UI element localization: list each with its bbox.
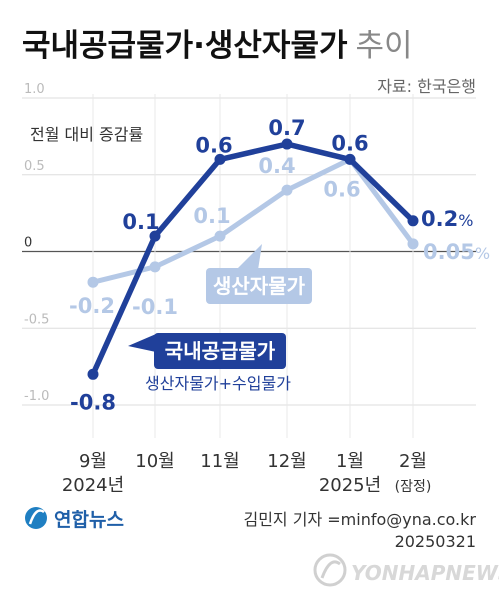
data-label-domestic: 0.6 [195,133,232,157]
yonhap-logo: 연합뉴스 [25,507,124,531]
y-tick-label: 1.0 [24,82,45,97]
point-producer [149,261,161,273]
data-label-unit: % [475,244,490,263]
chart-title-main: 국내공급물가·생산자물가 [22,28,348,64]
legend-producer-label: 생산자물가 [213,274,306,298]
series-line-domestic [90,141,416,378]
point-domestic [214,153,226,165]
point-domestic [281,138,293,150]
data-label-producer: 0.4 [258,154,295,178]
logo-icon-swoosh [28,509,45,525]
publish-date: 20250321 [395,532,476,551]
point-domestic [407,215,419,227]
legend-producer-pointer [236,244,262,270]
x-tick-label: 9월 [79,451,107,472]
reporter-credit: 김민지 기자 =minfo@yna.co.kr [243,510,476,529]
point-producer [87,276,99,288]
x-axis-labels: 9월 2024년 10월 11월 12월 1월 2025년 2월 (잠정) [62,451,432,496]
legend-domestic-pointer [128,334,156,352]
chart-title-suffix: 추이 [356,28,413,64]
y-tick-label: -1.0 [24,389,49,404]
logo-text: 연합뉴스 [54,509,124,531]
x-tick-label: 12월 [267,451,306,472]
data-labels: -0.2 -0.1 0.1 0.4 0.6 0.05% -0.8 0.1 0.6 0.7 0.6 0.… [69,116,490,414]
x-tick-year: (잠정) [395,479,432,495]
legend-domestic-box [154,333,286,369]
data-label-producer: 0.05% [423,240,490,264]
watermark-icon-swoosh [320,560,341,579]
x-tick-year: 2024년 [62,475,124,496]
legend-domestic-label: 국내공급물가 [165,339,276,363]
chart-title: 국내공급물가·생산자물가 추이 [22,28,413,64]
point-domestic [149,230,161,242]
watermark-icon [313,553,347,587]
x-tick-label: 10월 [135,451,174,472]
x-tick-year: 2025년 [319,475,381,496]
data-label-domestic: 0.2% [421,207,473,231]
watermark: YONHAPNEWS [313,553,499,587]
legend-domestic-subtitle: 생산자물가+수입물가 [145,374,291,393]
point-producer [214,230,226,242]
point-domestic [87,368,99,380]
legend-producer: 생산자물가 [206,244,312,304]
legend-domestic: 국내공급물가 생산자물가+수입물가 [128,333,291,393]
data-label-domestic: 0.1 [122,210,159,234]
x-tick-label: 11월 [200,451,239,472]
source-label: 자료: 한국은행 [377,77,476,96]
point-producer [281,184,293,196]
y-tick-label: 0.5 [24,159,45,174]
y-tick-label: -0.5 [24,312,49,327]
point-domestic [344,153,356,165]
data-label-domestic: -0.8 [70,390,116,414]
data-label-producer: -0.1 [132,295,178,319]
watermark-text: YONHAPNEWS [351,561,499,585]
point-producer [407,238,419,250]
data-label-unit: % [458,211,473,230]
series [87,138,419,380]
data-label-producer: 0.1 [193,204,230,228]
data-label-producer: -0.2 [69,294,115,318]
legend-producer-box [206,268,312,304]
x-tick-label: 2월 [399,451,427,472]
y-tick-label: 0 [24,236,32,251]
y-axis-title: 전월 대비 증감률 [30,125,143,144]
data-label-domestic: 0.7 [268,116,305,140]
data-label-domestic: 0.6 [331,131,368,155]
data-label-producer: 0.6 [323,177,360,201]
x-tick-label: 1월 [336,451,364,472]
